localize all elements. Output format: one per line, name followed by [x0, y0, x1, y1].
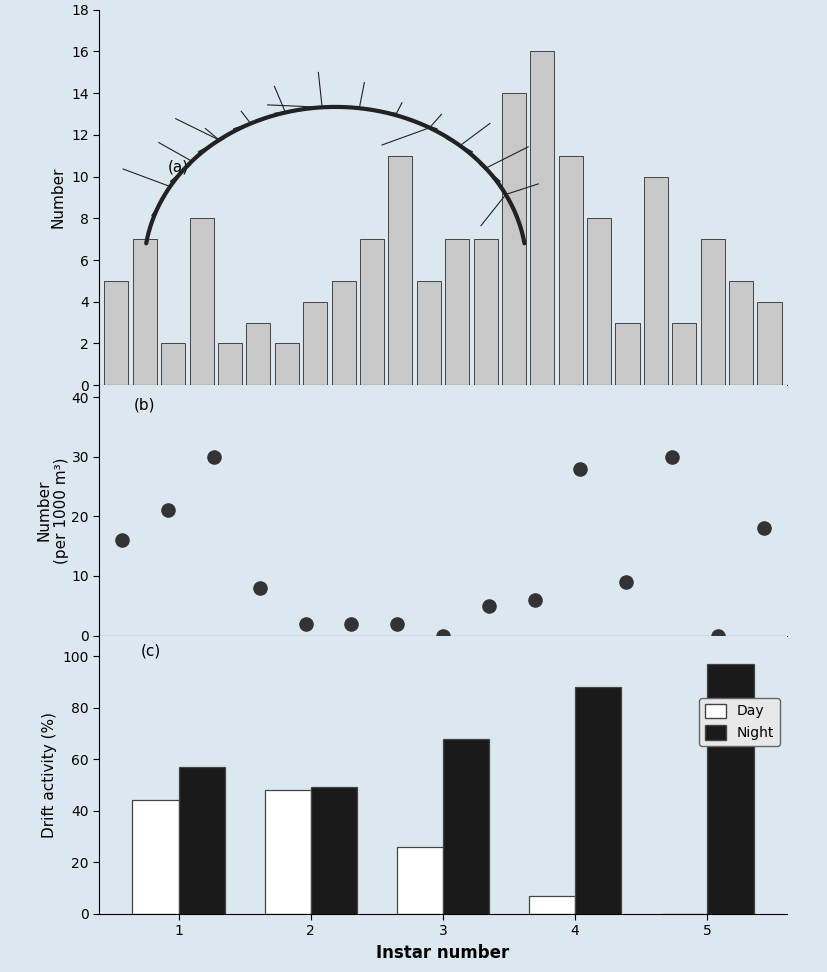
Bar	[388, 156, 412, 385]
Bar	[331, 281, 356, 385]
Bar	[265, 790, 310, 914]
Point	[161, 503, 174, 518]
Bar	[442, 739, 489, 914]
Bar	[757, 301, 781, 385]
Point	[528, 592, 541, 608]
Y-axis label: Number: Number	[50, 167, 65, 228]
Text: (c): (c)	[141, 643, 160, 659]
Legend: Day, Night: Day, Night	[698, 698, 779, 746]
Bar	[445, 239, 469, 385]
Point	[481, 598, 495, 613]
Bar	[303, 301, 327, 385]
Y-axis label: Drift activity (%): Drift activity (%)	[42, 712, 57, 838]
Bar	[586, 219, 610, 385]
Bar	[104, 281, 128, 385]
Point	[665, 449, 678, 465]
Bar	[729, 281, 753, 385]
Point	[344, 616, 357, 632]
Text: (b): (b)	[134, 398, 155, 413]
Bar	[246, 323, 270, 385]
Bar	[672, 323, 696, 385]
Bar	[643, 177, 667, 385]
Bar	[416, 281, 440, 385]
Point	[436, 628, 449, 643]
Bar	[179, 767, 225, 914]
Bar	[310, 787, 356, 914]
Point	[253, 580, 266, 596]
Bar	[528, 895, 575, 914]
Bar	[529, 52, 554, 385]
Bar	[501, 93, 525, 385]
Bar	[161, 343, 185, 385]
Bar	[700, 239, 724, 385]
Point	[116, 533, 129, 548]
Bar	[473, 239, 497, 385]
Point	[299, 616, 312, 632]
Bar	[360, 239, 384, 385]
Bar	[614, 323, 639, 385]
X-axis label: Time of day: Time of day	[388, 415, 497, 434]
Bar	[275, 343, 299, 385]
Bar	[132, 800, 179, 914]
Bar	[218, 343, 241, 385]
Bar	[706, 664, 753, 914]
Text: (a): (a)	[168, 160, 189, 175]
Point	[756, 520, 769, 536]
Point	[573, 461, 586, 476]
Y-axis label: Number
(per 1000 m³): Number (per 1000 m³)	[36, 457, 69, 564]
Point	[207, 449, 220, 465]
Point	[619, 574, 632, 590]
Bar	[189, 219, 213, 385]
Point	[390, 616, 404, 632]
Bar	[558, 156, 582, 385]
Point	[710, 628, 724, 643]
Bar	[132, 239, 156, 385]
X-axis label: Month: Month	[413, 666, 472, 683]
Bar	[575, 687, 620, 914]
X-axis label: Instar number: Instar number	[376, 944, 509, 961]
Bar	[396, 847, 442, 914]
